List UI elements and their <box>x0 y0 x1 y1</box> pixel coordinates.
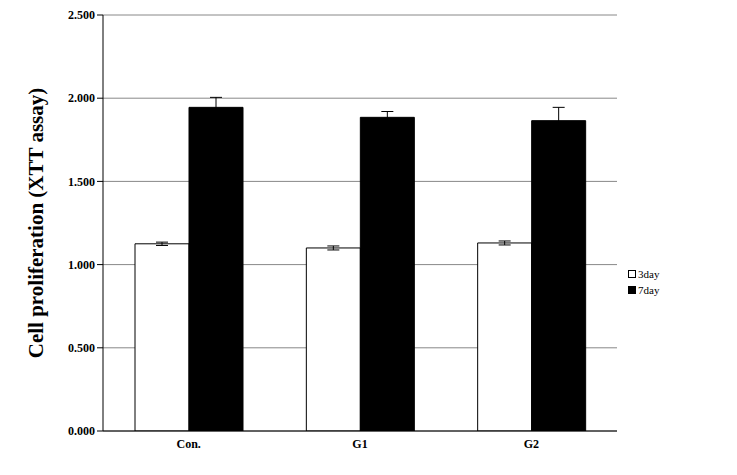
svg-text:0.000: 0.000 <box>68 424 95 438</box>
svg-text:1.000: 1.000 <box>68 258 95 272</box>
svg-text:Cell proliferation (XTT assay): Cell proliferation (XTT assay) <box>24 88 48 358</box>
svg-text:G1: G1 <box>352 437 367 451</box>
svg-text:1.500: 1.500 <box>68 175 95 189</box>
html-text:3day: 3day <box>638 268 660 280</box>
svg-text:Con.: Con. <box>176 437 200 451</box>
svg-text:2.000: 2.000 <box>68 91 95 105</box>
svg-text:2.500: 2.500 <box>68 8 95 22</box>
svg-text:G2: G2 <box>524 437 539 451</box>
html-text:7day: 7day <box>638 284 660 296</box>
svg-text:0.500: 0.500 <box>68 341 95 355</box>
